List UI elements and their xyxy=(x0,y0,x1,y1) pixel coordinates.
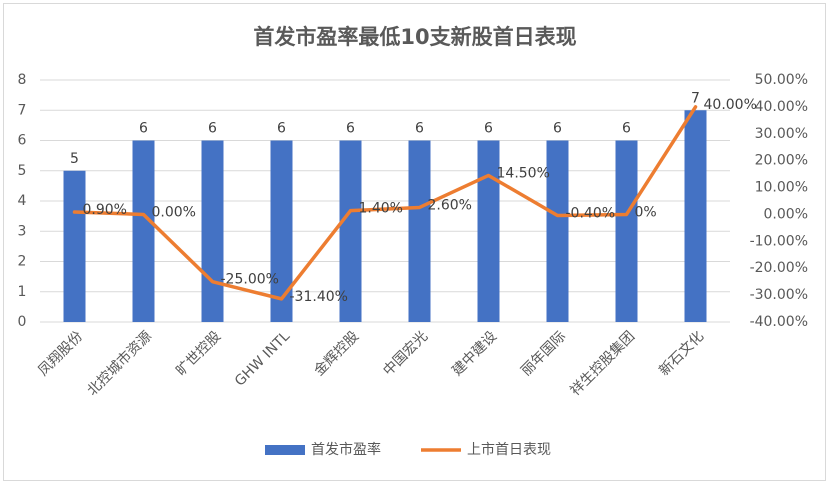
bar-value-label: 6 xyxy=(277,121,286,137)
line-value-label: -31.40% xyxy=(290,289,348,305)
legend-swatch xyxy=(265,445,305,455)
y-tick-label: 4 xyxy=(18,193,27,209)
bar-value-label: 5 xyxy=(70,151,79,167)
line xyxy=(72,105,698,301)
y2-tick-label: -20.00% xyxy=(750,260,808,276)
y2-tick-label: -10.00% xyxy=(750,233,808,249)
y2-tick-label: 10.00% xyxy=(755,180,808,196)
bar-value-label: 7 xyxy=(691,90,700,106)
bar xyxy=(546,140,569,322)
bar-value-label: 6 xyxy=(484,121,493,137)
line-value-label: 2.60% xyxy=(428,197,472,213)
bar xyxy=(270,140,293,322)
bar-value-label: 6 xyxy=(415,121,424,137)
bar xyxy=(339,140,362,322)
bar-value-label: 6 xyxy=(208,121,217,137)
line-value-label: 0.90% xyxy=(83,202,127,218)
legend-label: 上市首日表现 xyxy=(467,441,551,458)
line-value-label: 0% xyxy=(635,204,657,220)
bar xyxy=(684,110,707,322)
y2-tick-label: 40.00% xyxy=(755,99,808,115)
legend-label: 首发市盈率 xyxy=(311,441,381,458)
bar xyxy=(477,140,500,322)
y2-tick-label: -30.00% xyxy=(750,287,808,303)
y2-tick-label: 30.00% xyxy=(755,126,808,142)
line-value-label: 40.00% xyxy=(704,97,757,113)
bar-value-label: 6 xyxy=(346,121,355,137)
bar xyxy=(132,140,155,322)
y2-tick-label: 50.00% xyxy=(755,72,808,88)
y-tick-label: 5 xyxy=(18,163,27,179)
y2-tick-label: 0.00% xyxy=(764,206,808,222)
y-tick-label: 7 xyxy=(18,102,27,118)
y-tick-label: 3 xyxy=(18,223,27,239)
bar xyxy=(63,170,86,322)
bar-value-label: 6 xyxy=(553,121,562,137)
y-tick-label: 6 xyxy=(18,133,27,149)
y-tick-label: 8 xyxy=(18,72,27,88)
bar-value-label: 6 xyxy=(139,121,148,137)
y2-tick-label: 20.00% xyxy=(755,153,808,169)
line-value-label: 14.50% xyxy=(497,165,550,181)
bar-value-label: 6 xyxy=(622,121,631,137)
y-tick-label: 2 xyxy=(18,254,27,270)
bar xyxy=(408,140,431,322)
y-tick-label: 0 xyxy=(18,314,27,330)
chart-title: 首发市盈率最低10支新股首日表现 xyxy=(253,25,576,49)
bar xyxy=(615,140,638,322)
y2-tick-label: -40.00% xyxy=(750,314,808,330)
bar xyxy=(201,140,224,322)
y-tick-label: 1 xyxy=(18,284,27,300)
line-value-label: -25.00% xyxy=(221,272,279,288)
line-value-label: -0.40% xyxy=(566,206,616,222)
line-value-label: 0.00% xyxy=(152,204,196,220)
line-value-label: 1.40% xyxy=(359,201,403,217)
